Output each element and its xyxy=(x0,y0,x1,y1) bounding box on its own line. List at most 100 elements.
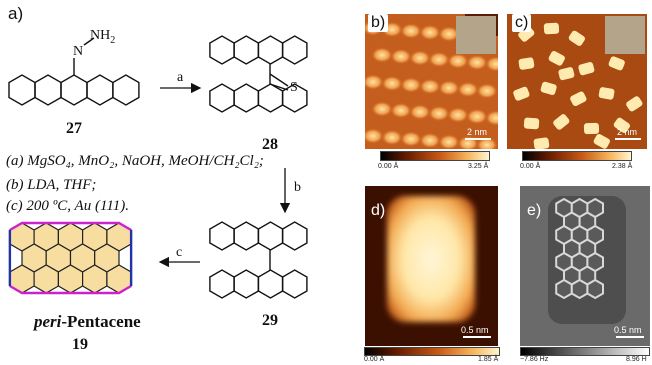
ring xyxy=(233,83,260,113)
ring xyxy=(233,221,260,251)
ring xyxy=(86,74,114,106)
condition-b: (b) LDA, THF; xyxy=(6,177,97,193)
stm-panel-b: 2 nm xyxy=(365,14,498,149)
afm-ring xyxy=(586,197,604,219)
ring xyxy=(233,269,260,299)
molecule-blob xyxy=(438,26,460,42)
colorbar-c-min: 0.00 Å xyxy=(520,163,541,170)
colorbar-b-min: 0.00 Å xyxy=(378,163,399,170)
ring xyxy=(233,35,260,65)
molecule-island xyxy=(626,96,643,112)
ring xyxy=(8,74,36,106)
molecule-blob xyxy=(466,54,488,71)
molecule-island xyxy=(598,87,615,100)
molecule-island xyxy=(613,117,630,133)
ring xyxy=(257,269,284,299)
ring xyxy=(209,221,235,251)
panel-label-e: e) xyxy=(527,202,542,219)
panel-label-c: c) xyxy=(512,14,532,32)
molecule-island xyxy=(578,62,595,76)
arrow-b-label: b xyxy=(294,180,301,195)
molecule-image-d xyxy=(387,196,475,322)
colorbar-b-max: 3.25 Å xyxy=(468,163,489,170)
colorbar-b xyxy=(380,151,490,161)
scale-bar-e xyxy=(616,336,644,338)
molecule-blob xyxy=(476,137,498,149)
afm-ring xyxy=(555,278,573,300)
cs-bond-2 xyxy=(269,83,289,91)
colorbar-e-max: 8.96 H xyxy=(626,356,647,363)
ring xyxy=(34,74,62,106)
compound-27-label: 27 xyxy=(66,120,82,137)
stm-image-b xyxy=(365,14,498,149)
ring xyxy=(60,74,88,106)
scale-bar-c xyxy=(615,138,641,140)
molecule-island xyxy=(570,91,587,107)
scale-label-b: 2 nm xyxy=(467,127,488,137)
imine-n-label: N xyxy=(73,44,84,59)
inset-b xyxy=(456,16,496,54)
molecule-blob xyxy=(381,129,403,146)
molecule-blob xyxy=(485,56,498,72)
molecule-blob xyxy=(438,80,460,96)
colorbar-d-min: 0.00 Å xyxy=(364,356,385,363)
molecule-blob xyxy=(365,74,384,90)
panel-label-d: d) xyxy=(371,202,386,219)
scale-label-e: 0.5 nm xyxy=(614,325,642,335)
molecule-blob xyxy=(400,23,422,39)
molecule-blob xyxy=(365,128,384,144)
afm-ring xyxy=(586,251,604,273)
ring xyxy=(257,83,284,113)
molecule-blob xyxy=(371,47,393,63)
stm-panel-d: 0.5 nm xyxy=(365,186,498,346)
panel-label-b: b) xyxy=(368,14,389,32)
molecule-blob xyxy=(390,102,412,119)
afm-image-e xyxy=(548,196,626,324)
ring xyxy=(281,83,308,113)
molecule-blob xyxy=(447,53,469,69)
zigzag-edge-top xyxy=(9,221,132,232)
ring xyxy=(112,74,140,106)
ring xyxy=(209,35,235,65)
colorbar-d-max: 1.85 Å xyxy=(478,356,499,363)
compound-19-label: 19 xyxy=(72,336,88,353)
molecule-island xyxy=(608,56,625,71)
inset-c xyxy=(605,16,645,54)
scale-label-c: 2 nm xyxy=(617,127,638,137)
reaction-scheme xyxy=(8,35,308,299)
molecule-blob xyxy=(447,107,469,123)
molecule-blob xyxy=(419,24,441,41)
afm-ring xyxy=(586,278,604,300)
molecule-island xyxy=(593,133,610,149)
ring xyxy=(209,83,235,113)
molecule-island xyxy=(533,137,550,149)
molecule-blob xyxy=(409,104,431,120)
molecule-blob xyxy=(485,110,498,126)
molecule-island xyxy=(513,86,530,101)
arrow-a-label: a xyxy=(177,70,184,85)
molecule-blob xyxy=(381,75,403,92)
molecule-island xyxy=(543,22,560,35)
molecule-blob xyxy=(371,101,393,117)
molecule-island xyxy=(518,57,535,70)
scale-label-d: 0.5 nm xyxy=(461,325,489,335)
afm-panel-e: 0.5 nm xyxy=(520,186,650,346)
condition-c: (c) 200 ºC, Au (111). xyxy=(6,198,129,214)
afm-ring xyxy=(570,278,589,300)
stm-panel-c: 2 nm xyxy=(507,14,647,149)
figure-label-a: a) xyxy=(8,4,24,23)
molecule-blob xyxy=(409,50,431,66)
compound-29-label: 29 xyxy=(262,312,278,329)
ring xyxy=(281,35,308,65)
zigzag-edge-bottom xyxy=(9,284,132,295)
stm-image-c xyxy=(507,14,647,149)
molecule-island xyxy=(558,67,575,81)
peri-pentacene-structure xyxy=(8,221,133,295)
condition-a: (a) MgSO₄, MnO₂, NaOH, MeOH/CH₂Cl₂; xyxy=(6,153,264,169)
molecule-blob xyxy=(476,83,498,99)
ring xyxy=(281,269,308,299)
compound-28-label: 28 xyxy=(262,136,278,153)
sulfur-label: S xyxy=(290,80,298,95)
afm-ring xyxy=(586,224,604,246)
arrow-c-label: c xyxy=(176,245,183,260)
